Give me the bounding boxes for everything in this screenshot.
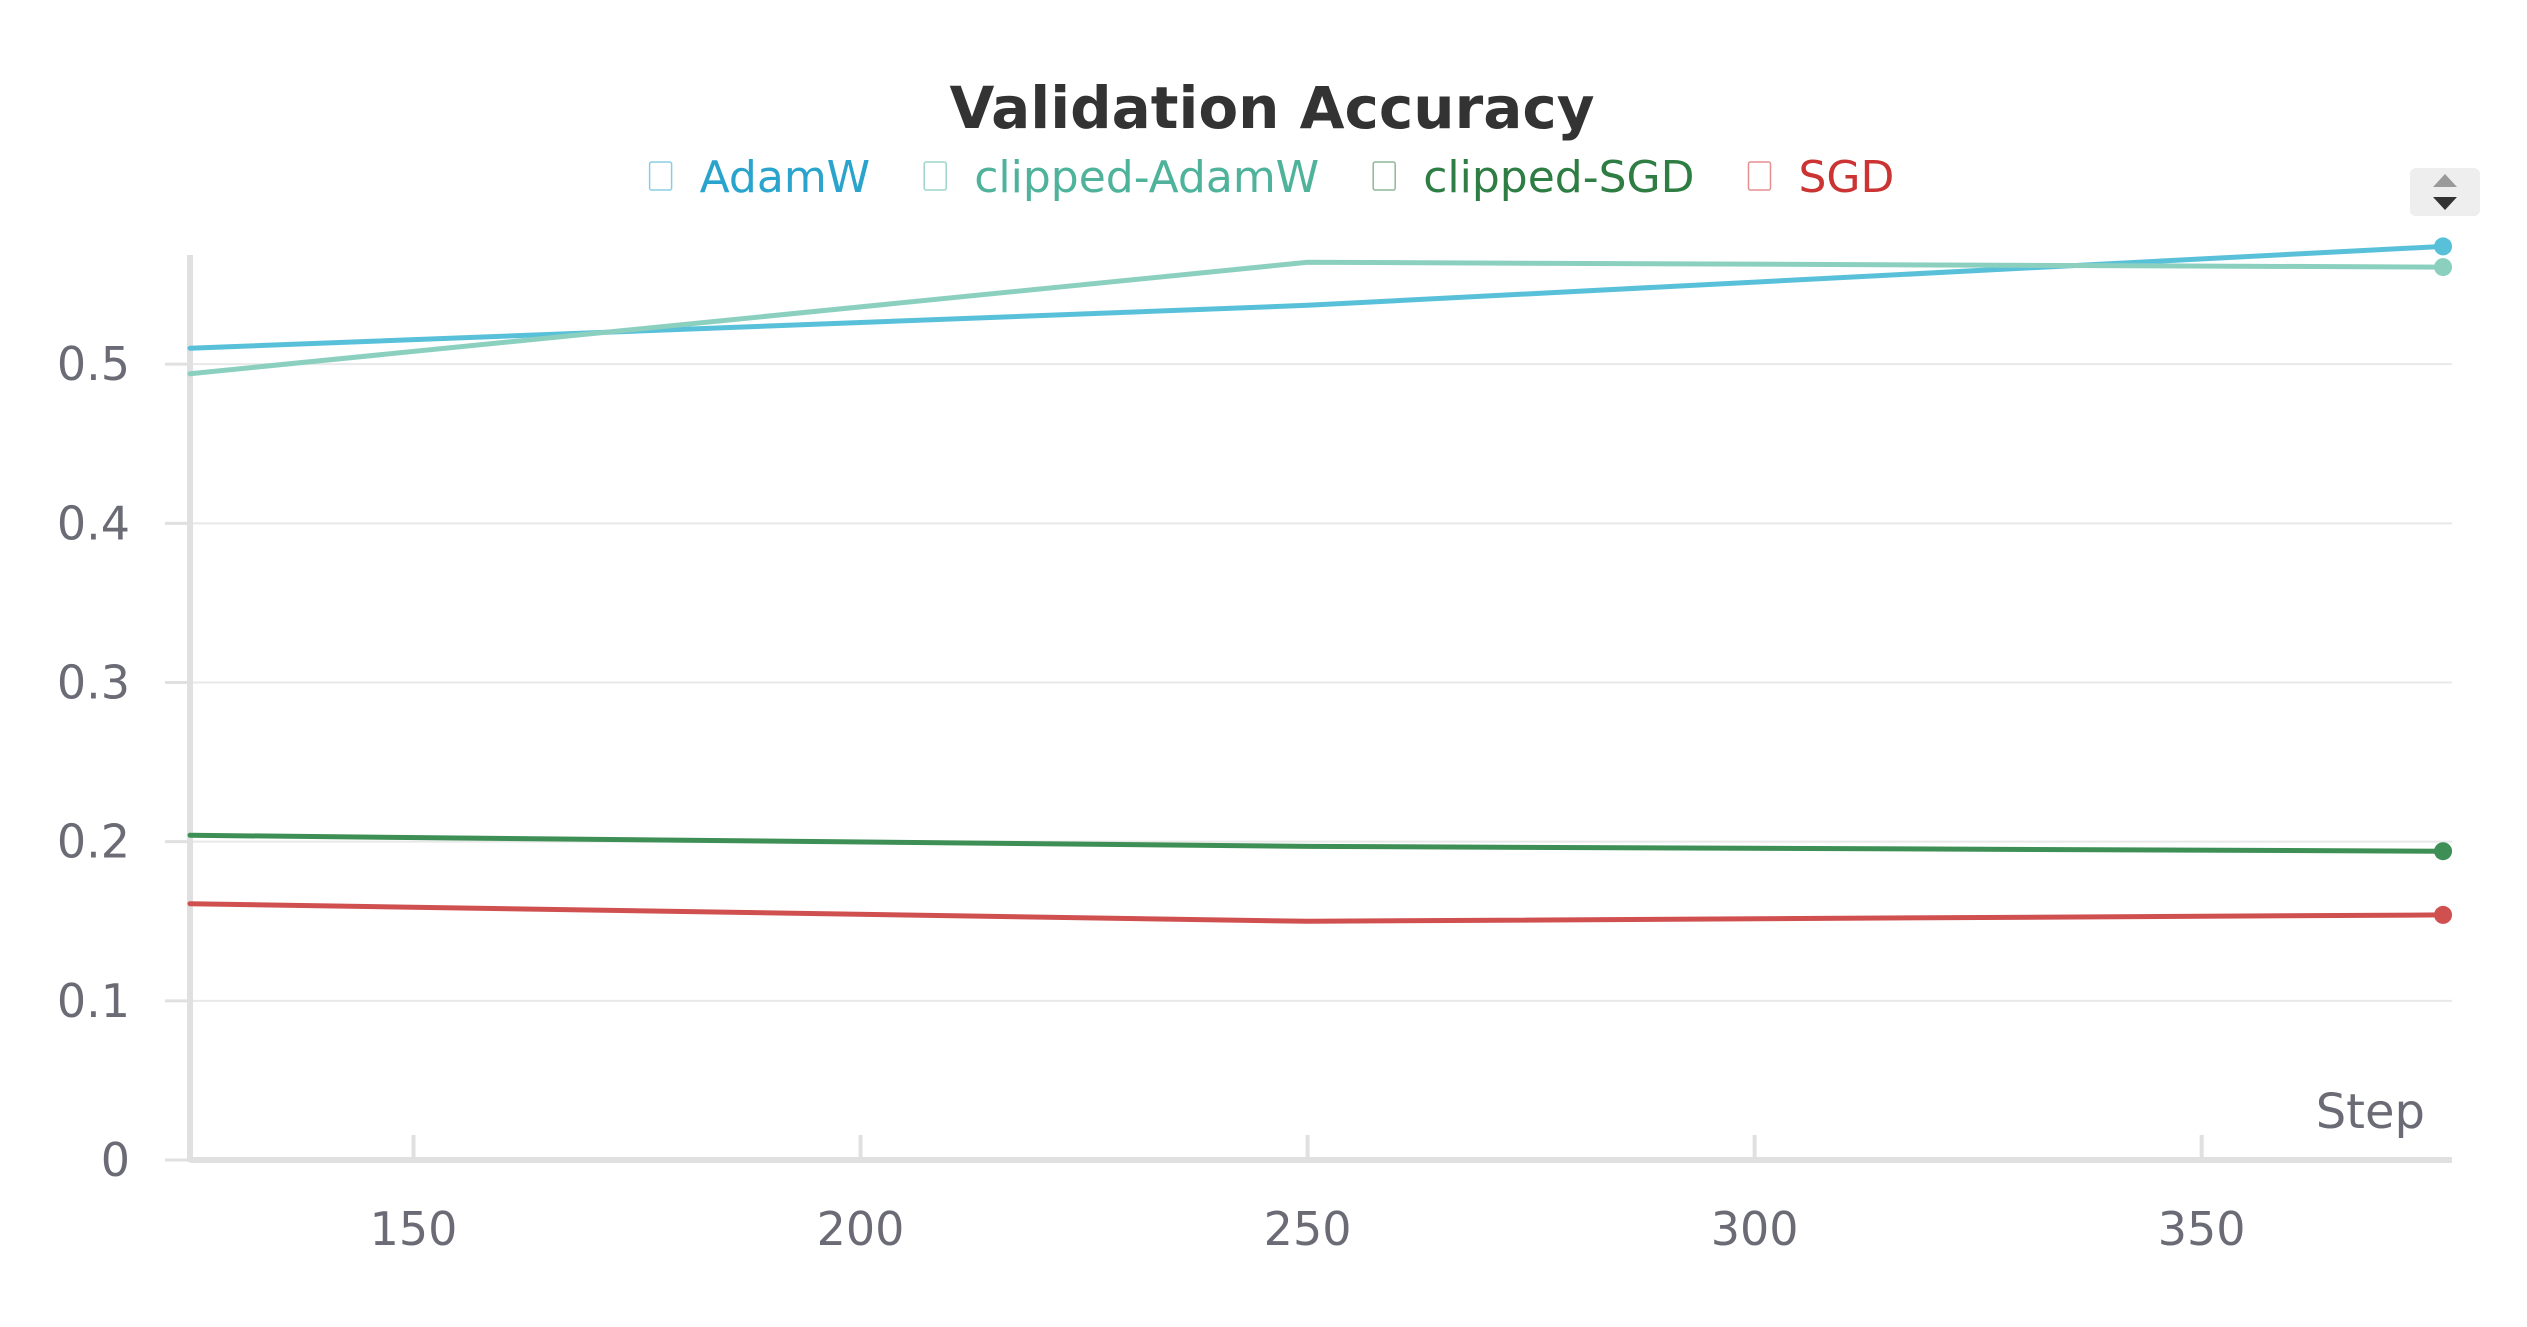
legend-swatch-icon [648,161,673,191]
legend-swatch-icon [923,161,947,191]
x-axis-label: Step [2316,1084,2425,1140]
y-tick-label: 0.1 [57,974,130,1028]
series-layer [187,237,2453,924]
grid [190,363,2452,1002]
y-tick-label: 0.2 [57,815,130,869]
legend-item-sgd[interactable]: SGD [1747,152,1894,203]
legend-swatch-icon [1372,161,1396,191]
sort-up-icon [2433,174,2457,187]
series-line-clipped-adamw [187,259,2446,377]
legend-scroll-control[interactable] [2410,168,2480,216]
y-tick-label: 0 [101,1133,130,1187]
legend[interactable]: AdamW clipped-AdamW clipped-SGD SGD [648,152,1895,203]
legend-item-adamw[interactable]: AdamW [648,152,871,203]
y-tick-label: 0.3 [57,656,130,710]
legend-swatch-icon [1747,161,1772,191]
legend-label: AdamW [700,152,871,203]
sort-down-icon [2433,197,2457,210]
series-end-point-sgd [2434,905,2453,924]
axes: 0 0.1 0.2 0.3 0.4 0.5 150 200 250 300 350 [57,255,2452,1256]
x-tick-label: 300 [1711,1202,1799,1256]
x-tick-label: 250 [1264,1202,1352,1256]
x-tick-label: 200 [817,1202,905,1256]
y-tick-label: 0.5 [57,337,130,391]
x-tick-label: 150 [370,1202,458,1256]
legend-item-clipped-sgd[interactable]: clipped-SGD [1372,152,1694,203]
series-line-sgd [187,901,2446,924]
legend-label: clipped-AdamW [974,152,1319,203]
legend-item-clipped-adamw[interactable]: clipped-AdamW [923,152,1319,203]
legend-label: SGD [1798,152,1894,203]
x-tick-label: 350 [2158,1202,2246,1256]
legend-label: clipped-SGD [1423,152,1694,203]
chart-title: Validation Accuracy [949,74,1594,142]
series-end-point-clipped-sgd [2434,842,2453,861]
series-end-point-adamw [2434,237,2453,256]
series-line-clipped-sgd [187,832,2446,854]
series-end-point-clipped-adamw [2434,258,2453,277]
y-tick-label: 0.4 [57,496,130,550]
